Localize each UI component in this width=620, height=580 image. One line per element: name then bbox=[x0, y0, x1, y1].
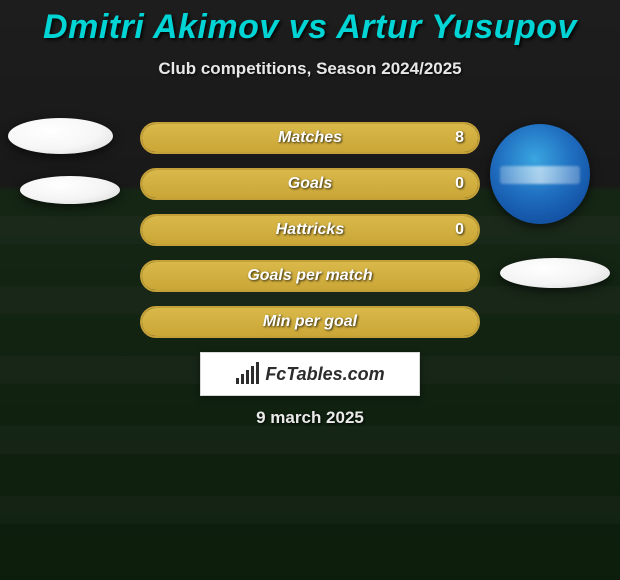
stat-value-right: 0 bbox=[455, 170, 464, 198]
stat-label: Hattricks bbox=[142, 216, 478, 244]
stat-row: Goals per match bbox=[140, 260, 480, 292]
brand-text: FcTables.com bbox=[265, 364, 384, 385]
stat-value-right: 0 bbox=[455, 216, 464, 244]
stat-row: Goals0 bbox=[140, 168, 480, 200]
brand-logo-box: FcTables.com bbox=[200, 352, 420, 396]
stat-label: Goals per match bbox=[142, 262, 478, 290]
stat-row: Min per goal bbox=[140, 306, 480, 338]
stat-label: Goals bbox=[142, 170, 478, 198]
stats-container: Matches8Goals0Hattricks0Goals per matchM… bbox=[140, 122, 480, 352]
player1-avatar-top bbox=[8, 118, 113, 154]
player1-avatar-bottom bbox=[20, 176, 120, 204]
date-label: 9 march 2025 bbox=[0, 408, 620, 428]
stat-row: Hattricks0 bbox=[140, 214, 480, 246]
stat-label: Matches bbox=[142, 124, 478, 152]
stat-row: Matches8 bbox=[140, 122, 480, 154]
stat-value-right: 8 bbox=[455, 124, 464, 152]
player2-avatar bbox=[490, 124, 590, 224]
bar-chart-icon bbox=[235, 362, 259, 386]
page-title: Dmitri Akimov vs Artur Yusupov bbox=[0, 0, 620, 47]
stat-label: Min per goal bbox=[142, 308, 478, 336]
subtitle: Club competitions, Season 2024/2025 bbox=[0, 59, 620, 79]
player2-team-logo bbox=[500, 258, 610, 288]
